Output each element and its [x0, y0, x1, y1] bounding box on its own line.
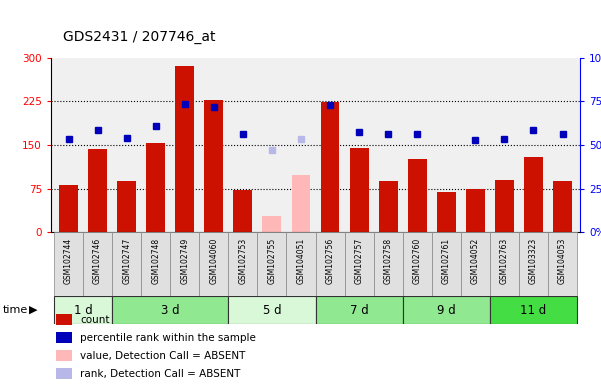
Bar [170, 232, 200, 296]
Text: GSM102746: GSM102746 [93, 237, 102, 284]
Text: GSM104051: GSM104051 [296, 237, 305, 284]
Bar [54, 296, 112, 324]
Text: GSM102756: GSM102756 [326, 237, 335, 284]
Text: GSM104052: GSM104052 [471, 237, 480, 284]
Text: GSM102748: GSM102748 [151, 237, 160, 283]
Bar [344, 232, 374, 296]
Text: value, Detection Call = ABSENT: value, Detection Call = ABSENT [80, 351, 246, 361]
Text: GSM102749: GSM102749 [180, 237, 189, 284]
Bar [146, 143, 165, 232]
Text: GDS2431 / 207746_at: GDS2431 / 207746_at [63, 30, 216, 44]
Text: GSM102753: GSM102753 [239, 237, 248, 284]
Bar [56, 368, 72, 379]
Text: GSM102760: GSM102760 [413, 237, 422, 284]
Bar [524, 157, 543, 232]
Text: rank, Detection Call = ABSENT: rank, Detection Call = ABSENT [80, 369, 240, 379]
Text: 11 d: 11 d [520, 304, 546, 316]
Bar [200, 232, 228, 296]
Bar [408, 159, 427, 232]
Bar [56, 314, 72, 325]
Text: 9 d: 9 d [437, 304, 456, 316]
Bar [350, 148, 368, 232]
Bar [432, 232, 461, 296]
Bar [495, 180, 514, 232]
Text: ▶: ▶ [29, 305, 37, 315]
Bar [257, 232, 287, 296]
Text: time: time [3, 305, 28, 315]
Bar [403, 296, 490, 324]
Bar [175, 66, 194, 232]
Bar [466, 189, 485, 232]
Text: 1 d: 1 d [74, 304, 93, 316]
Bar [437, 192, 456, 232]
Bar [374, 232, 403, 296]
Text: GSM104060: GSM104060 [209, 237, 218, 284]
Bar [204, 99, 223, 232]
Text: GSM102755: GSM102755 [267, 237, 276, 284]
Text: GSM102744: GSM102744 [64, 237, 73, 284]
Text: GSM102747: GSM102747 [122, 237, 131, 284]
Bar [56, 351, 72, 361]
Bar [228, 296, 316, 324]
Bar [291, 175, 311, 232]
Bar [54, 232, 83, 296]
Bar [141, 232, 170, 296]
Bar [287, 232, 316, 296]
Text: GSM103323: GSM103323 [529, 237, 538, 284]
Bar [519, 232, 548, 296]
Text: 7 d: 7 d [350, 304, 368, 316]
Text: percentile rank within the sample: percentile rank within the sample [80, 333, 256, 343]
Bar [379, 181, 398, 232]
Bar [117, 181, 136, 232]
Text: GSM104053: GSM104053 [558, 237, 567, 284]
Bar [316, 296, 403, 324]
Bar [83, 232, 112, 296]
Text: GSM102763: GSM102763 [500, 237, 509, 284]
Bar [233, 190, 252, 232]
Bar [490, 232, 519, 296]
Bar [461, 232, 490, 296]
Bar [320, 103, 340, 232]
Bar [553, 181, 572, 232]
Text: GSM102757: GSM102757 [355, 237, 364, 284]
Bar [548, 232, 577, 296]
Bar [88, 149, 107, 232]
Text: GSM102758: GSM102758 [383, 237, 392, 283]
Bar [112, 296, 228, 324]
Bar [228, 232, 257, 296]
Bar [56, 333, 72, 343]
Text: count: count [80, 315, 109, 325]
Bar [59, 185, 78, 232]
Text: 5 d: 5 d [263, 304, 281, 316]
Text: 3 d: 3 d [161, 304, 180, 316]
Bar [316, 232, 344, 296]
Bar [112, 232, 141, 296]
Bar [263, 216, 281, 232]
Text: GSM102761: GSM102761 [442, 237, 451, 283]
Bar [403, 232, 432, 296]
Bar [490, 296, 577, 324]
